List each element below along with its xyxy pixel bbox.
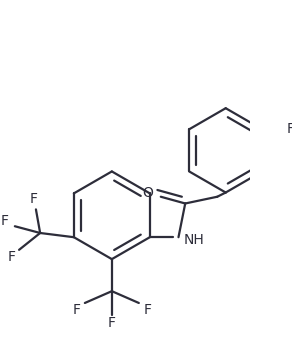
- Text: F: F: [108, 316, 116, 330]
- Text: F: F: [72, 303, 80, 317]
- Text: NH: NH: [184, 233, 204, 247]
- Text: O: O: [143, 186, 154, 200]
- Text: F: F: [1, 214, 9, 228]
- Text: F: F: [29, 192, 37, 206]
- Text: F: F: [8, 250, 15, 263]
- Text: F: F: [287, 122, 292, 136]
- Text: F: F: [143, 303, 151, 317]
